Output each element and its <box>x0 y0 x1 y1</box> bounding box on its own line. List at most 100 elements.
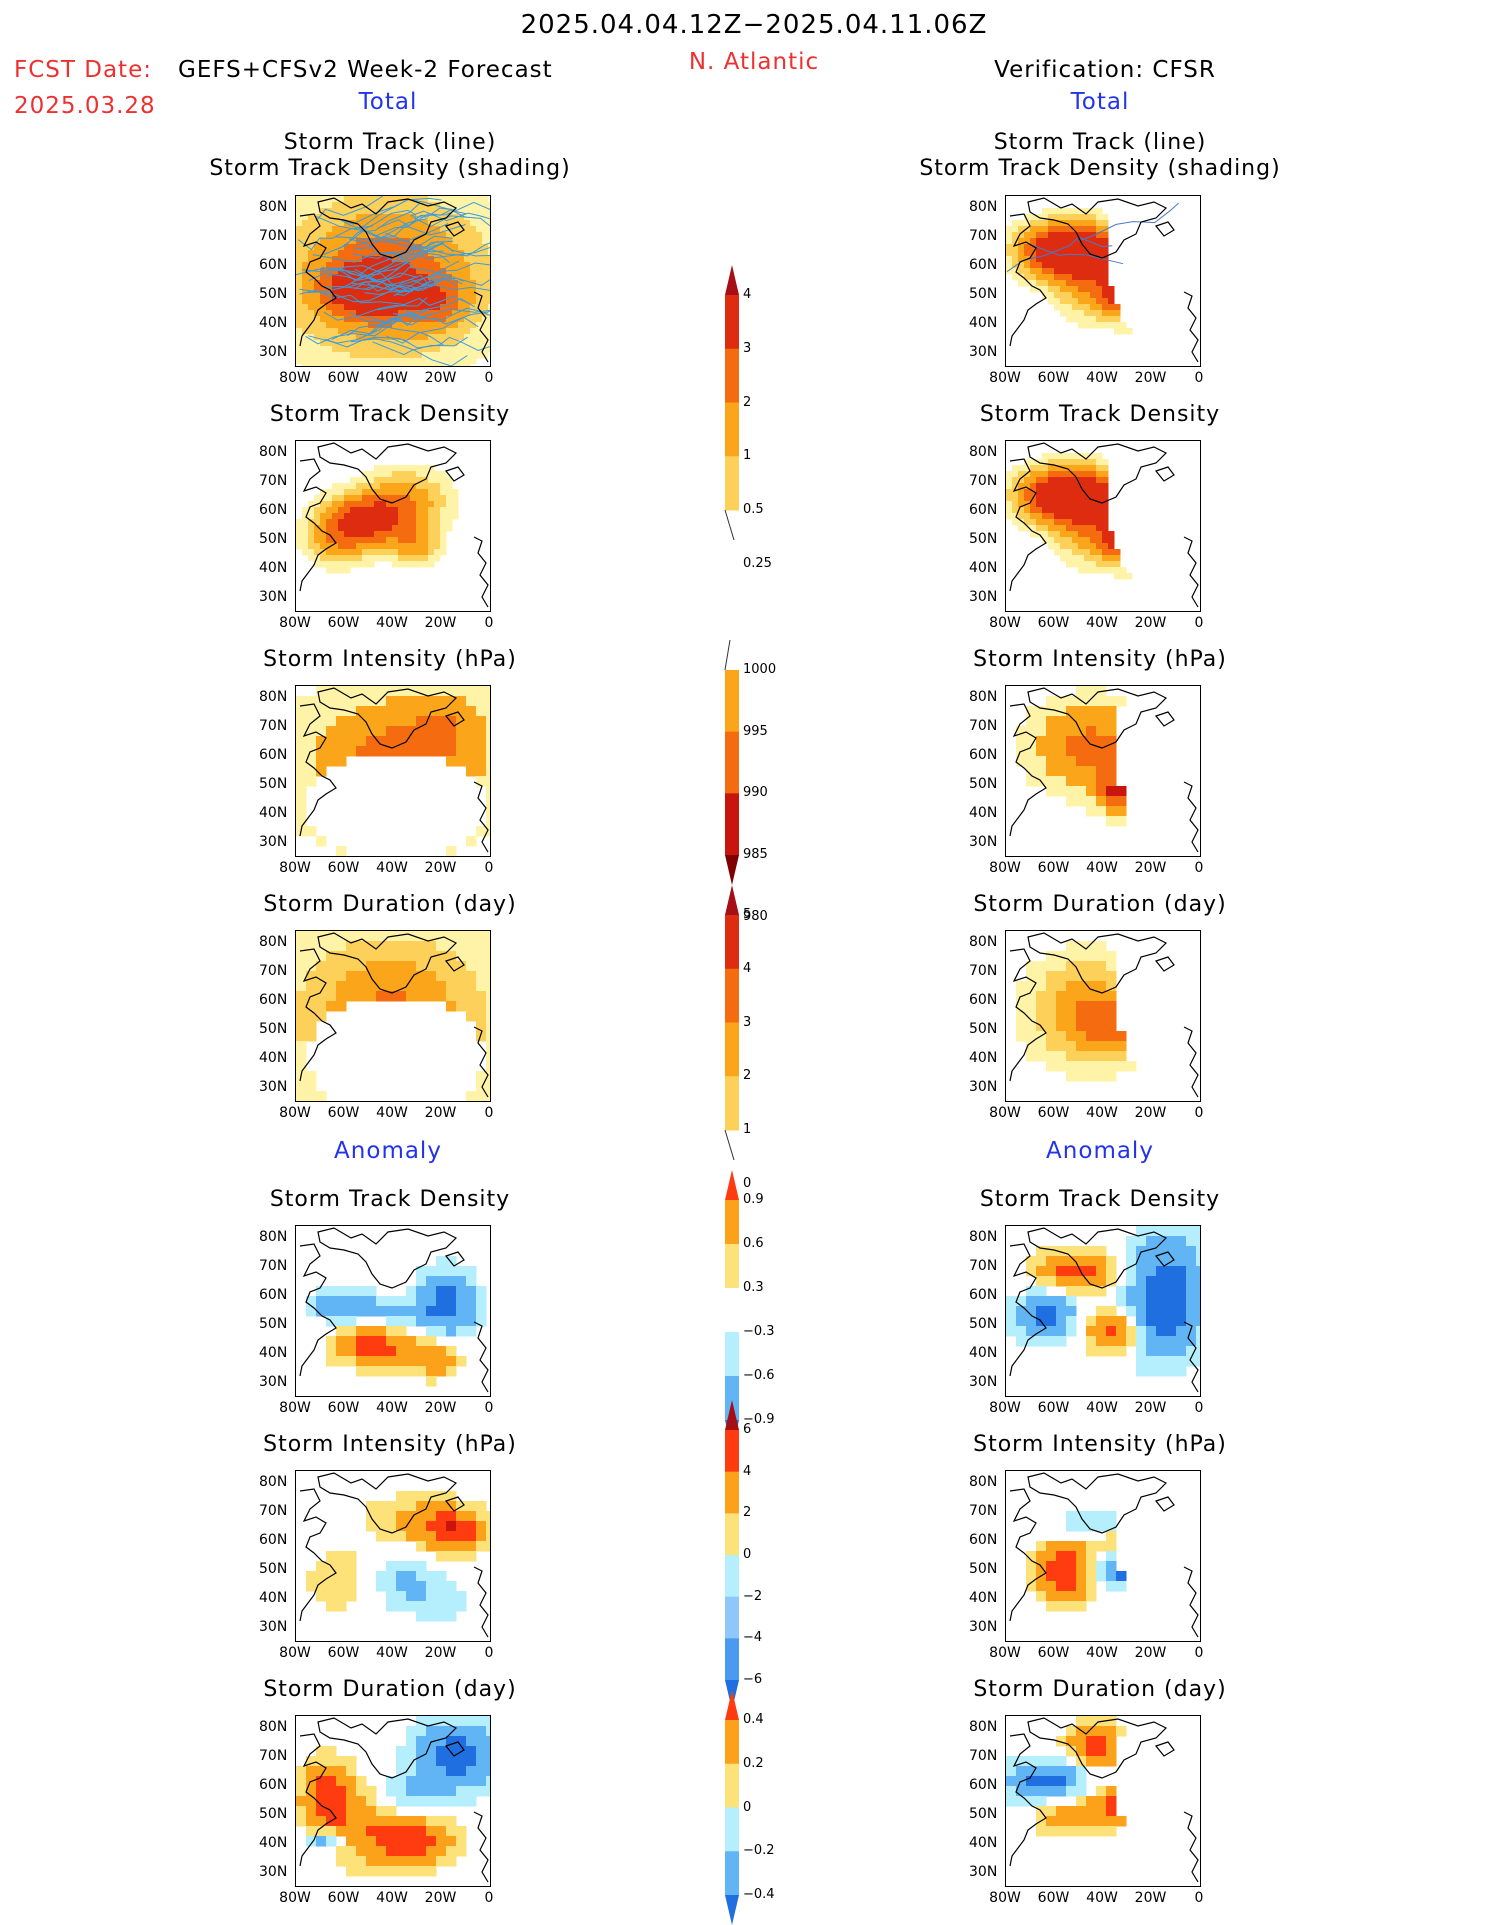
heatmap-cell <box>374 214 381 221</box>
heatmap-cell <box>1030 477 1037 484</box>
heatmap-cell <box>1106 1746 1117 1757</box>
coastline <box>1009 197 1199 363</box>
heatmap-cell <box>1096 1306 1107 1317</box>
heatmap-cell <box>1096 1746 1107 1757</box>
heatmap-cell <box>1078 495 1085 502</box>
heatmap-cell <box>422 316 429 323</box>
heatmap-cell <box>346 1756 357 1767</box>
heatmap-cell <box>466 1316 477 1327</box>
heatmap-cell <box>1114 316 1121 323</box>
heatmap-cell <box>1006 483 1013 490</box>
heatmap-cell <box>1056 1316 1067 1327</box>
heatmap-cell <box>344 495 351 502</box>
heatmap-cell <box>476 991 487 1002</box>
heatmap-cell <box>1066 304 1073 311</box>
heatmap-cell <box>1036 1256 1047 1267</box>
heatmap-cell <box>362 340 369 347</box>
heatmap-cell <box>1096 310 1103 317</box>
heatmap-cell <box>362 208 369 215</box>
heatmap-cell <box>452 322 459 329</box>
heatmap-cell <box>436 726 447 737</box>
heatmap-cell <box>308 256 315 263</box>
heatmap-cell <box>386 340 393 347</box>
heatmap-cell <box>1084 298 1091 305</box>
heatmap-cell <box>1090 549 1097 556</box>
heatmap-cell <box>1106 1541 1117 1552</box>
heatmap-cell <box>436 1256 447 1267</box>
heatmap-cell <box>332 262 339 269</box>
heatmap-cell <box>1046 696 1057 707</box>
heatmap-cell <box>456 1726 467 1737</box>
heatmap-cell <box>1012 483 1019 490</box>
heatmap-cell <box>1086 786 1097 797</box>
heatmap-cell <box>1106 1256 1117 1267</box>
heatmap-cell <box>440 471 447 478</box>
lat-tick-label: 70N <box>969 963 998 979</box>
heatmap-cell <box>1166 1326 1177 1337</box>
heatmap-cell <box>336 991 347 1002</box>
heatmap-cell <box>488 304 490 311</box>
heatmap-cell <box>428 256 435 263</box>
heatmap-cell <box>350 214 357 221</box>
heatmap-cell <box>336 1856 347 1867</box>
heatmap-cell <box>482 352 489 359</box>
lat-tick-label: 50N <box>969 286 998 302</box>
heatmap-cell <box>436 1346 447 1357</box>
heatmap-cell <box>416 1346 427 1357</box>
heatmap-cell <box>446 706 457 717</box>
heatmap-cell <box>1096 1336 1107 1347</box>
heatmap-cell <box>456 1846 467 1857</box>
heatmap-cell <box>436 1816 447 1827</box>
heatmap-cell <box>458 256 465 263</box>
heatmap-cell <box>1060 274 1067 281</box>
heatmap-cell <box>1042 262 1049 269</box>
heatmap-cell <box>302 250 309 257</box>
heatmap-cell <box>456 746 467 757</box>
heatmap-cell <box>470 298 477 305</box>
heatmap-cell <box>368 328 375 335</box>
map-panel <box>295 930 491 1102</box>
heatmap-cell <box>386 465 393 472</box>
heatmap-cell <box>356 537 363 544</box>
heatmap-cell <box>386 1826 397 1837</box>
heatmap-cell <box>446 1276 457 1287</box>
storm-track-line <box>347 324 444 346</box>
heatmap-cell <box>356 543 363 550</box>
heatmap-cell <box>1096 1266 1107 1277</box>
heatmap-cell <box>398 238 405 245</box>
heatmap-cell <box>316 696 327 707</box>
heatmap-cell <box>338 214 345 221</box>
heatmap-cell <box>338 483 345 490</box>
heatmap-cell <box>1106 736 1117 747</box>
heatmap-cell <box>1066 796 1077 807</box>
heatmap-cell <box>422 525 429 532</box>
heatmap-cell <box>464 220 471 227</box>
heatmap-cell <box>1086 686 1097 697</box>
heatmap-cell <box>456 756 467 767</box>
heatmap-cell <box>456 726 467 737</box>
colorbar-label: 995 <box>743 723 768 739</box>
heatmap-cell <box>440 328 447 335</box>
heatmap-cell <box>350 196 357 203</box>
heatmap-cell <box>404 531 411 538</box>
lon-tick-label: 80W <box>279 1105 311 1121</box>
heatmap-cell <box>302 244 309 251</box>
heatmap-cell <box>332 489 339 496</box>
heatmap-cell <box>486 726 490 737</box>
heatmap-cell <box>316 736 327 747</box>
heatmap-cell <box>446 1491 457 1502</box>
heatmap-cell <box>466 836 477 847</box>
heatmap-cell <box>452 238 459 245</box>
heatmap-cell <box>1084 543 1091 550</box>
heatmap-cell <box>1086 1816 1097 1827</box>
heatmap-cell <box>486 1716 490 1727</box>
heatmap-cell <box>470 196 477 203</box>
heatmap-cell <box>398 214 405 221</box>
heatmap-cell <box>1156 1266 1167 1277</box>
heatmap-cell <box>1096 1561 1107 1572</box>
heatmap-cell <box>392 549 399 556</box>
heatmap-cell <box>1120 573 1127 580</box>
heatmap-cell <box>436 1611 447 1622</box>
heatmap-cell <box>306 1296 317 1307</box>
heatmap-cell <box>434 364 441 366</box>
